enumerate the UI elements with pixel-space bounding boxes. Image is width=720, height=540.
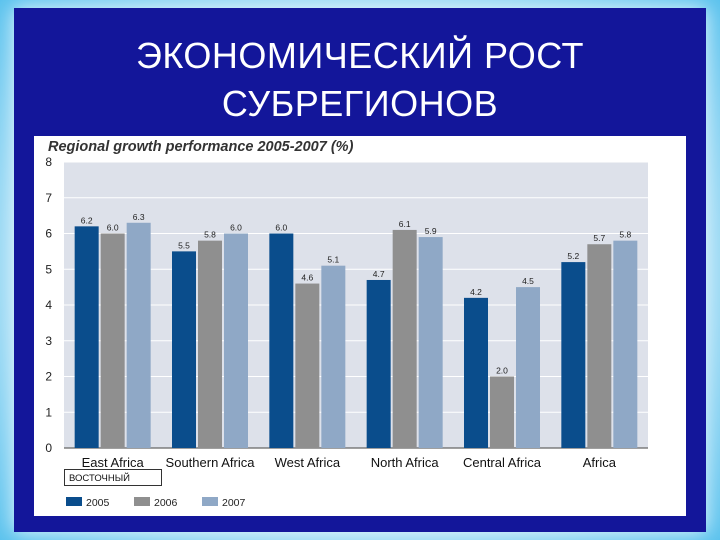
bar-2006 (490, 376, 514, 448)
legend-label: 2007 (222, 497, 246, 509)
data-label: 5.2 (567, 251, 579, 261)
legend-label: 2005 (86, 497, 110, 509)
bar-2006 (198, 240, 222, 448)
data-label: 4.7 (373, 269, 385, 279)
bar-chart: Regional growth performance 2005-2007 (%… (45, 139, 648, 509)
data-label: 6.3 (133, 212, 145, 222)
y-tick-label: 4 (45, 298, 52, 312)
bar-2006 (295, 283, 320, 448)
legend-swatch (134, 497, 150, 506)
data-label: 6.0 (230, 223, 242, 233)
bar-2005 (74, 226, 99, 448)
bar-2005 (269, 233, 294, 448)
slide-title-line-2: СУБРЕГИОНОВ (221, 83, 499, 124)
bar-2007 (418, 237, 443, 448)
data-label: 5.9 (425, 226, 437, 236)
data-label: 5.7 (593, 233, 605, 243)
data-label: 5.5 (178, 240, 190, 250)
bar-2007 (224, 233, 248, 448)
data-label: 6.0 (107, 223, 119, 233)
category-label: West Africa (275, 455, 341, 470)
bar-2007 (516, 287, 540, 448)
category-label: Africa (583, 455, 617, 470)
y-tick-label: 5 (45, 262, 52, 276)
y-tick-label: 3 (45, 334, 52, 348)
data-label: 5.8 (204, 230, 216, 240)
bar-2005 (561, 262, 586, 448)
bar-2007 (321, 265, 346, 448)
y-tick-label: 6 (45, 227, 52, 241)
data-label: 4.6 (301, 273, 313, 283)
data-label: 6.1 (399, 219, 411, 229)
chart-title: Regional growth performance 2005-2007 (%… (48, 139, 354, 155)
y-tick-label: 2 (45, 370, 52, 384)
legend-swatch (202, 497, 218, 506)
bar-2006 (100, 233, 125, 448)
legend-label: 2006 (154, 497, 178, 509)
bar-2006 (392, 229, 417, 448)
data-label: 2.0 (496, 366, 508, 376)
y-tick-label: 1 (45, 405, 52, 419)
bar-2005 (366, 279, 391, 448)
data-label: 4.2 (470, 287, 482, 297)
category-label: Southern Africa (166, 455, 256, 470)
y-tick-label: 8 (45, 155, 52, 169)
category-label: Central Africa (463, 455, 542, 470)
category-label: East Africa (82, 455, 145, 470)
data-label: 5.1 (327, 255, 339, 265)
bar-2007 (126, 222, 151, 448)
bar-2005 (172, 251, 196, 448)
chart-panel: Regional growth performance 2005-2007 (%… (34, 136, 686, 516)
bar-2005 (464, 297, 488, 448)
data-label: 6.2 (81, 215, 93, 225)
legend-swatch (66, 497, 82, 506)
data-label: 4.5 (522, 276, 534, 286)
y-tick-label: 0 (45, 441, 52, 455)
category-label: North Africa (371, 455, 440, 470)
data-label: 6.0 (275, 223, 287, 233)
slide-title-line-1: ЭКОНОМИЧЕСКИЙ РОСТ (135, 35, 585, 76)
y-tick-label: 7 (45, 191, 52, 205)
bar-2007 (613, 240, 638, 448)
annotation-box: ВОСТОЧНЫЙ (64, 469, 162, 486)
data-label: 5.8 (619, 230, 631, 240)
bar-2006 (587, 244, 612, 448)
slide-title: ЭКОНОМИЧЕСКИЙ РОСТ СУБРЕГИОНОВ (14, 32, 706, 128)
